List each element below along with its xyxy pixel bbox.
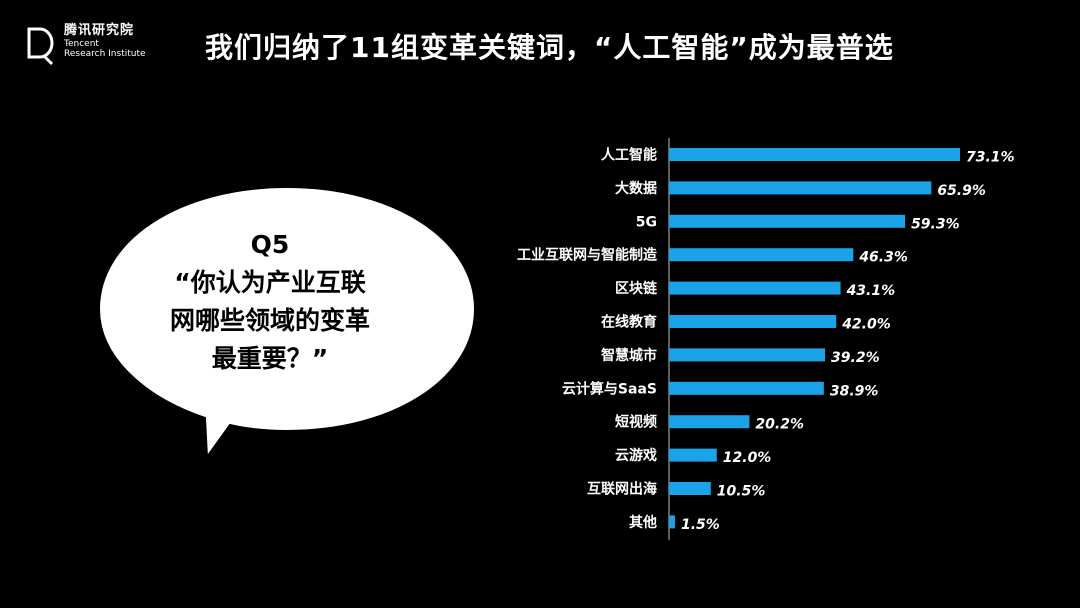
chart-bar: [669, 148, 960, 161]
chart-category-label: 区块链: [615, 280, 658, 297]
bubble-line-3: 网哪些领域的变革: [169, 306, 370, 335]
chart-bar: [669, 515, 675, 529]
chart-value-label: 1.5%: [681, 517, 720, 533]
chart-value-label: 59.3%: [911, 216, 960, 232]
chart-bar: [669, 381, 824, 395]
chart-value-label: 39.2%: [831, 350, 880, 366]
bubble-line-4: 最重要？”: [211, 344, 329, 373]
chart-bar: [669, 482, 711, 495]
chart-category-label: 工业互联网与智能制造: [517, 247, 657, 264]
chart-value-label: 43.1%: [846, 283, 896, 299]
chart-value-label: 46.3%: [858, 250, 908, 266]
chart-bar: [669, 348, 826, 362]
chart-category-label: 云游戏: [615, 447, 657, 464]
tencent-logo-icon: [27, 27, 54, 66]
chart-bar: [669, 315, 837, 328]
logo-name-cn: 腾讯研究院: [64, 23, 135, 38]
chart-bar: [669, 281, 841, 295]
chart-value-label: 38.9%: [830, 383, 879, 399]
bubble-line-1: Q5: [250, 230, 290, 259]
chart-category-label: 互联网出海: [587, 481, 657, 498]
chart-value-label: 65.9%: [937, 183, 986, 199]
bubble-line-2: “你认为产业互联: [174, 268, 366, 297]
chart-value-label: 10.5%: [717, 484, 766, 500]
chart-category-label: 在线教育: [601, 314, 657, 331]
chart-value-label: 12.0%: [723, 450, 772, 466]
chart-bar: [669, 448, 717, 462]
chart-category-label: 其他: [629, 514, 657, 531]
chart-category-label: 人工智能: [601, 147, 657, 164]
bubble-question: Q5 “你认为产业互联 网哪些领域的变革 最重要？”: [130, 226, 410, 378]
chart-bar: [669, 214, 906, 228]
chart-value-label: 73.1%: [966, 150, 1015, 166]
logo: 腾讯研究院 Tencent Research Institute: [22, 23, 146, 66]
chart-category-label: 5G: [636, 214, 657, 230]
page-title: 我们归纳了11组变革关键词，“人工智能”成为最普选: [205, 31, 894, 64]
chart-bar: [669, 248, 854, 262]
speech-bubble: [97, 185, 477, 460]
chart-category-label: 智慧城市: [600, 347, 657, 364]
logo-name-en-1: Tencent: [64, 39, 99, 50]
chart-category-label: 大数据: [615, 180, 657, 197]
logo-name-en-2: Research Institute: [64, 49, 146, 60]
chart-category-label: 短视频: [615, 414, 657, 431]
chart-value-label: 42.0%: [841, 317, 891, 333]
chart-category-label: 云计算与SaaS: [562, 380, 657, 397]
chart-bar: [669, 415, 750, 429]
chart-value-label: 20.2%: [755, 417, 804, 433]
chart-bar: [669, 181, 932, 195]
